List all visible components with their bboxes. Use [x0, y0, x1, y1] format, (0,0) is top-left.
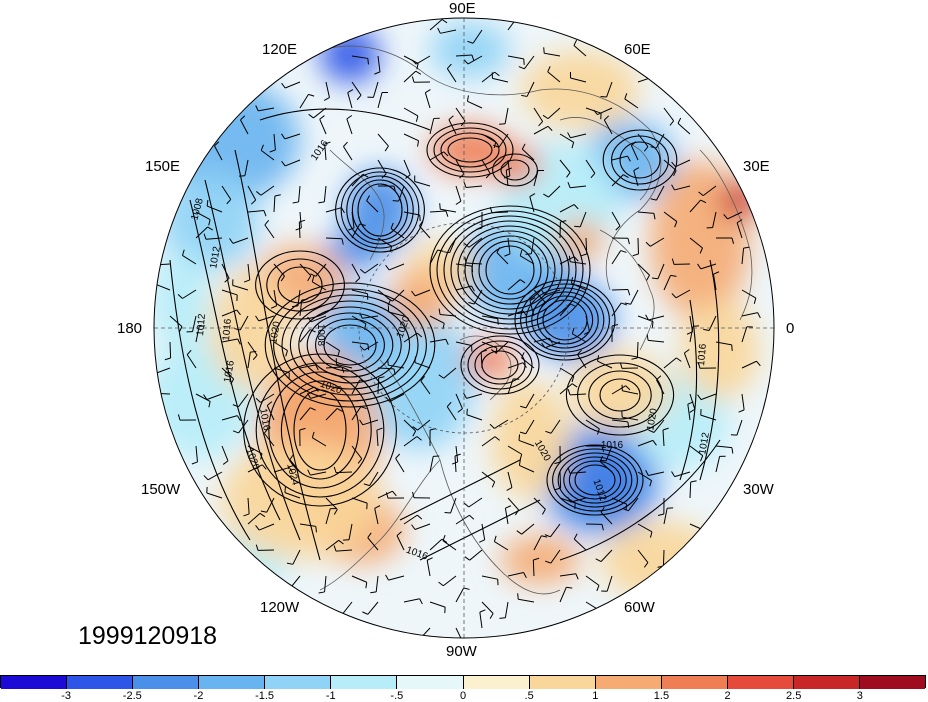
colorbar-swatch — [199, 676, 265, 689]
anomaly-region — [600, 520, 720, 600]
colorbar-swatch — [662, 676, 728, 689]
contour-label: 1008 — [315, 324, 326, 347]
colorbar-tick-label: -1 — [326, 690, 336, 702]
colorbar-swatch — [397, 676, 463, 689]
colorbar-swatch — [133, 676, 199, 689]
colorbar-tick-label: -1.5 — [255, 690, 274, 702]
contour-label: 1016 — [601, 440, 624, 451]
colorbar-tick-label: 2.5 — [786, 690, 801, 702]
colorbar-tick-label: 3 — [857, 690, 863, 702]
anomaly-region — [490, 145, 540, 185]
colorbar-swatch — [464, 676, 530, 689]
anomaly-region — [500, 535, 580, 585]
longitude-label: 60W — [624, 599, 655, 616]
longitude-label: 60E — [624, 41, 651, 58]
anomaly-region — [430, 22, 510, 78]
colorbar-tick-label: -.5 — [390, 690, 403, 702]
longitude-label: 180 — [117, 320, 142, 337]
anomaly-region — [465, 340, 515, 380]
longitude-label: 90E — [449, 0, 476, 17]
colorbar-tick-label: -2 — [194, 690, 204, 702]
colorbar-tick-label: 0 — [460, 690, 466, 702]
longitude-label: 120E — [262, 41, 297, 58]
colorbar-tick-label: -3 — [61, 690, 71, 702]
contour-label: 1012 — [195, 313, 208, 337]
colorbar-swatch — [530, 676, 596, 689]
colorbar-swatch — [67, 676, 133, 689]
colorbar-tick-label: 1.5 — [654, 690, 669, 702]
colorbar-swatch — [265, 676, 331, 689]
colorbar-swatch — [860, 676, 925, 689]
colorbar-swatch — [1, 676, 67, 689]
colorbar — [0, 675, 926, 688]
longitude-label: 150E — [145, 158, 180, 175]
colorbar-swatch — [331, 676, 397, 689]
timestamp-label: 1999120918 — [78, 622, 217, 651]
longitude-label: 30W — [743, 481, 774, 498]
colorbar-tick-label: 1 — [592, 690, 598, 702]
anomaly-region — [220, 440, 380, 560]
contour-label: 1016 — [696, 343, 709, 367]
colorbar-tick-label: .5 — [525, 690, 534, 702]
colorbar-swatch — [794, 676, 860, 689]
longitude-label: 150W — [141, 481, 180, 498]
colorbar-swatch — [728, 676, 794, 689]
anomaly-region — [320, 27, 380, 83]
colorbar-swatch — [596, 676, 662, 689]
colorbar-tick-label: 2 — [725, 690, 731, 702]
longitude-label: 120W — [260, 599, 299, 616]
contour-label: 1016 — [221, 318, 234, 342]
colorbar-tick-label: -2.5 — [123, 690, 142, 702]
longitude-label: 90W — [446, 643, 477, 660]
longitude-label: 30E — [743, 158, 770, 175]
longitude-label: 0 — [786, 320, 794, 337]
